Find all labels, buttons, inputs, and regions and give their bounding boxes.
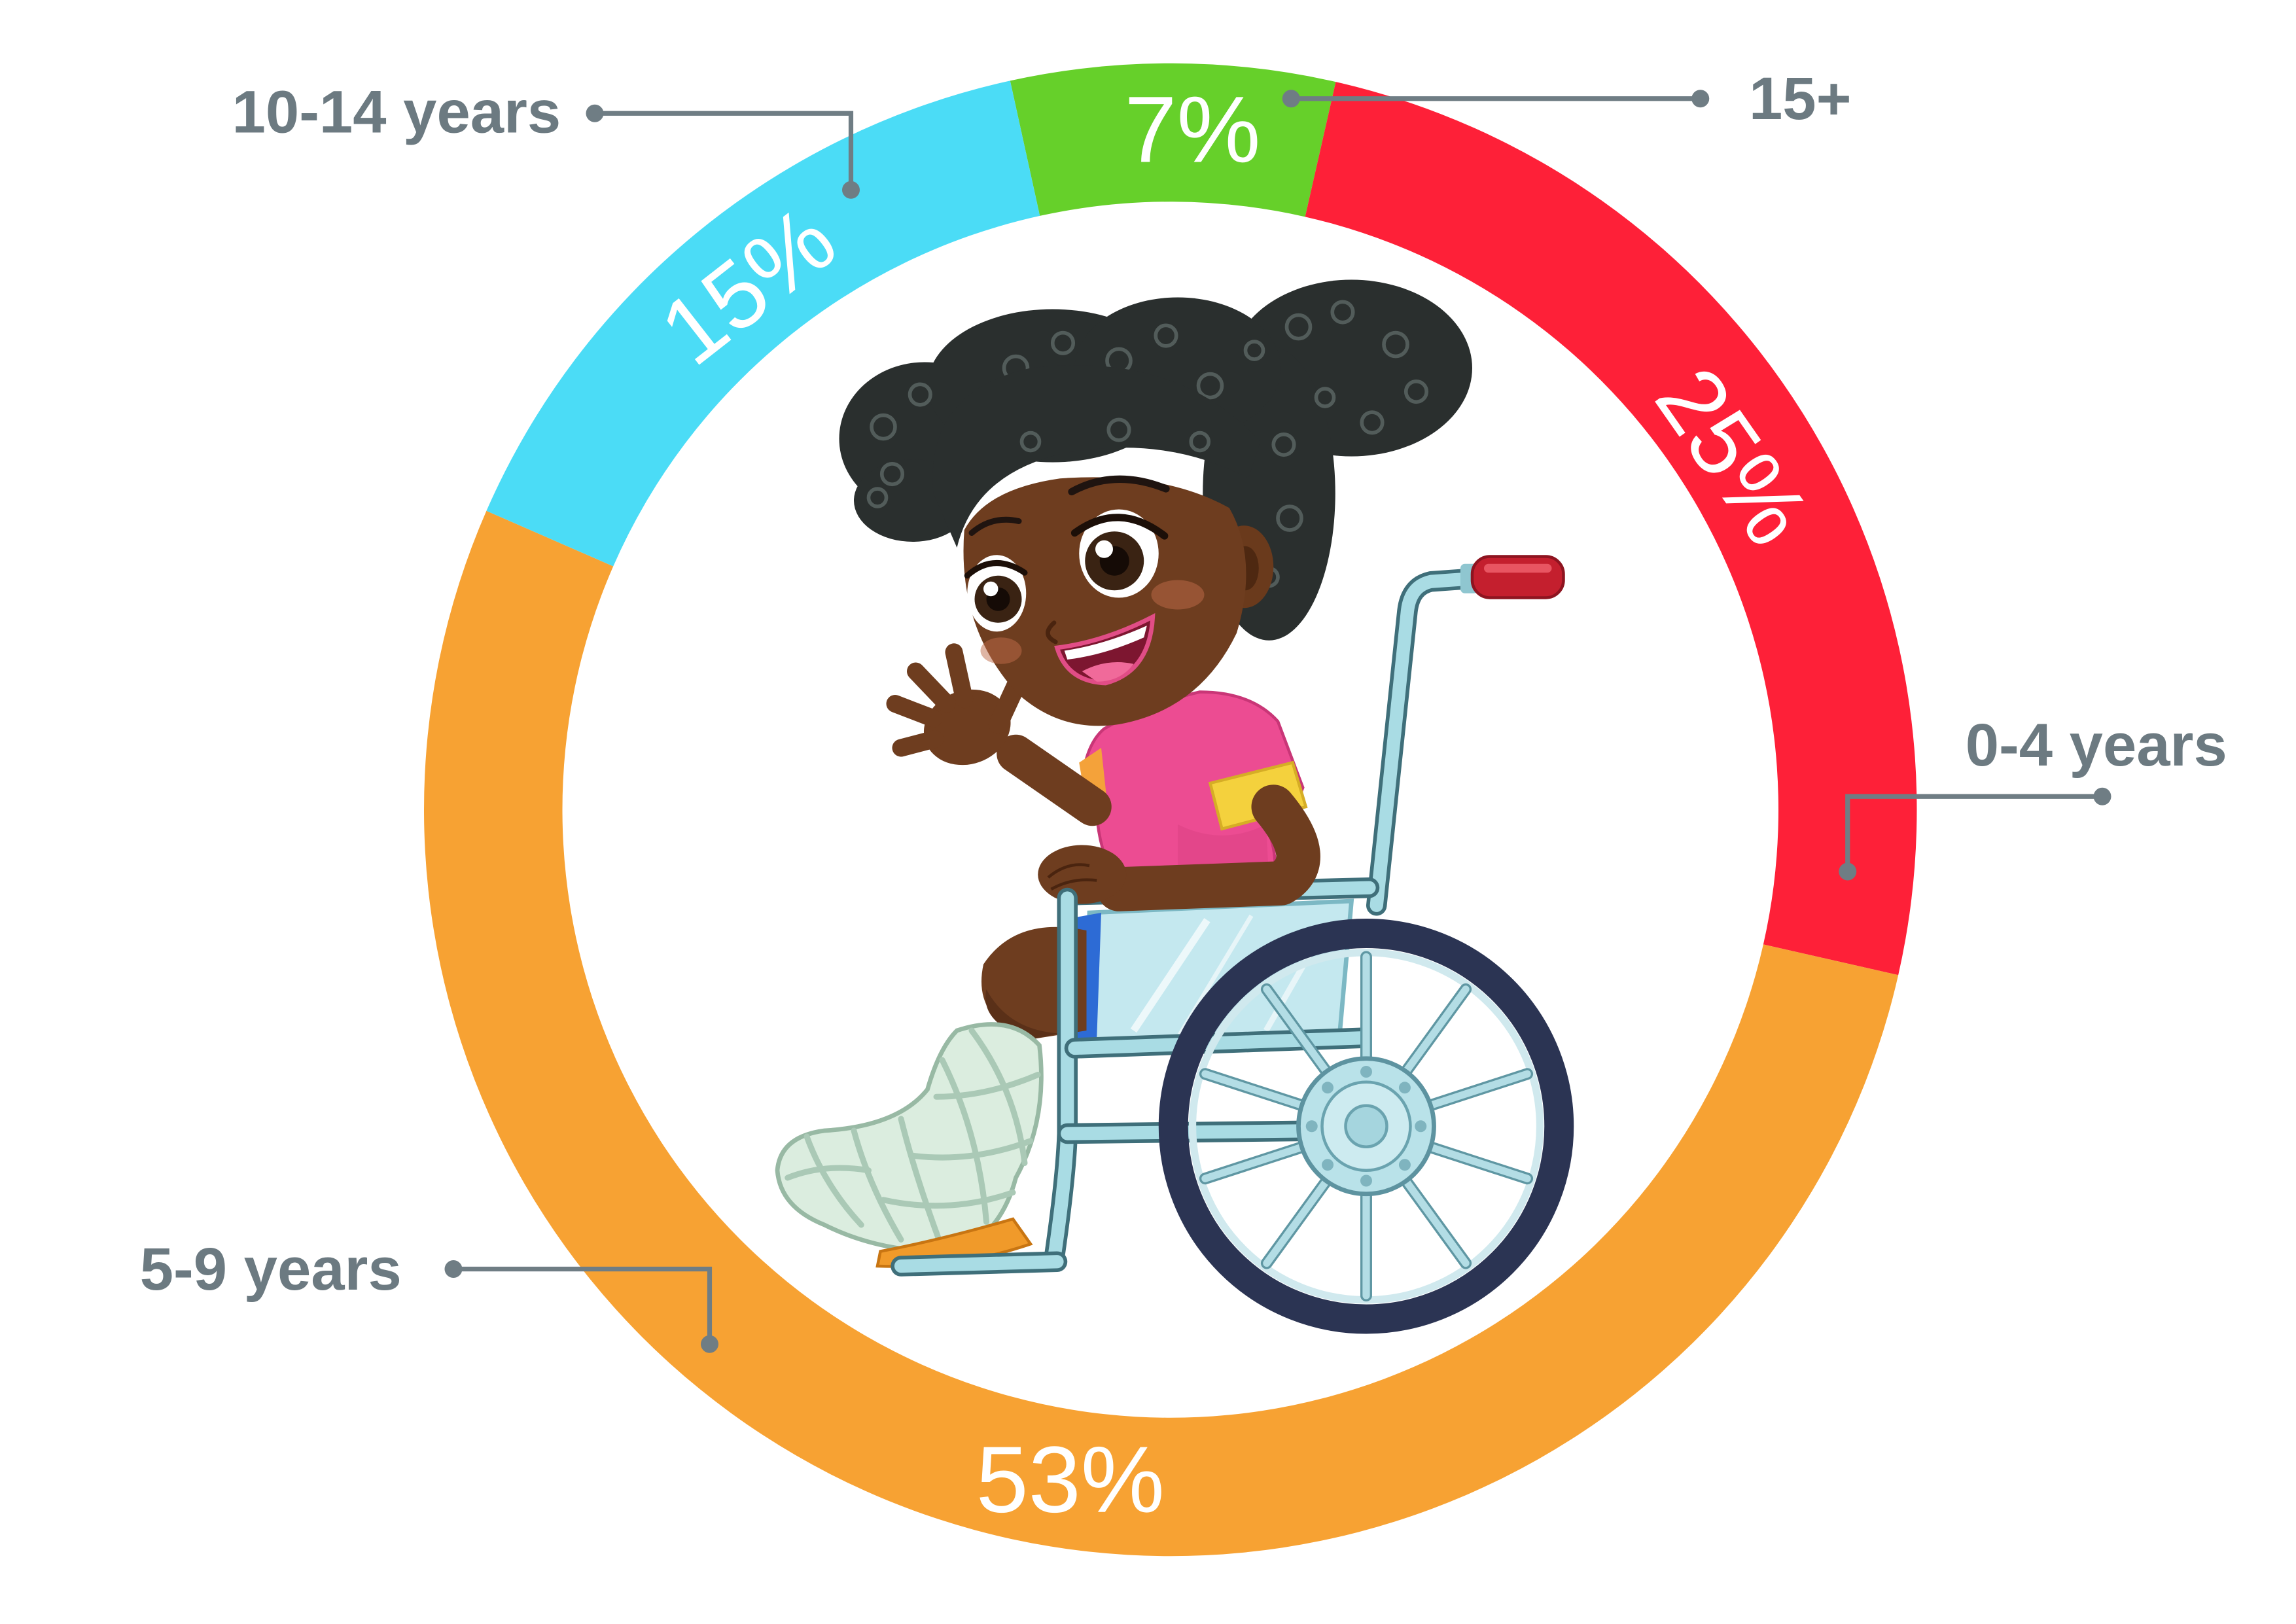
value-label-15-plus: 7% [1124,77,1260,183]
wheelchair-seat [1084,898,1354,1051]
value-label-5-9-years: 53% [976,1427,1165,1532]
wheel-spokes [1199,951,1534,1301]
girl-in-wheelchair-illustration [775,279,1574,1334]
girl-mouth [1054,613,1156,686]
category-label-0-4-years: 0-4 years [1966,711,2227,779]
girl-leg-cast [775,1022,1044,1254]
girl-eye-right [1070,509,1169,598]
girl-eye-left [964,555,1028,632]
donut-slice-5-9-years [423,510,1899,1557]
leader-line-10-14-years [586,104,860,199]
wheelchair-handle [1460,555,1565,599]
wheel-hub [1296,1056,1436,1197]
donut-slice-0-4-years [1305,82,1917,976]
donut-chart [423,63,1917,1557]
girl-waving-hand [886,643,1112,826]
donut-slice-15-plus [1010,63,1336,217]
wheelchair-wheel [1158,919,1574,1334]
leader-line-5-9-years [444,1260,718,1353]
wheelchair-back-post [1366,568,1483,916]
category-label-5-9-years: 5-9 years [140,1235,402,1303]
donut-slice-10-14-years [486,80,1040,567]
girl-resting-arm [1038,785,1320,911]
leader-line-15-plus [1282,90,1710,108]
leader-line-0-4-years [1839,787,2111,881]
category-label-15-plus: 15+ [1749,64,1851,132]
category-label-10-14-years: 10-14 years [232,78,561,146]
girl-face [932,365,1274,726]
